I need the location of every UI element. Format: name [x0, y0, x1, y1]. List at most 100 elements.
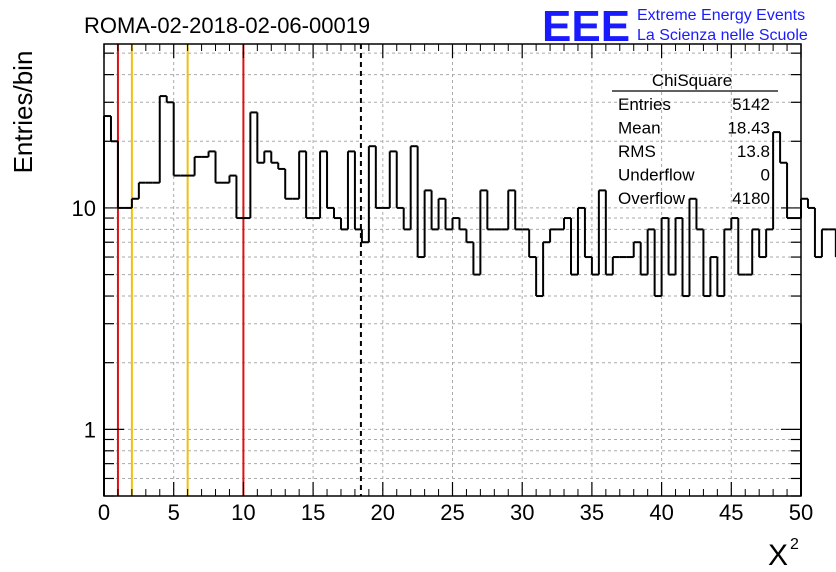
histogram-bin — [813, 207, 822, 259]
stats-row-label: RMS — [618, 142, 656, 161]
histogram-bin — [667, 218, 676, 276]
histogram-bin — [681, 218, 690, 298]
y-axis: 1 10 — [72, 52, 801, 497]
histogram-bin — [479, 189, 488, 275]
marker-lines — [116, 44, 362, 496]
histogram-bin — [576, 206, 585, 275]
histogram-bin — [653, 229, 662, 298]
logo-tagline-1: Extreme Energy Events — [637, 7, 805, 24]
histogram-bin — [772, 131, 781, 230]
stats-box: ChiSquare Entries 5142 Mean 18.43 RMS 13.8 Und… — [612, 71, 778, 208]
histogram-bin — [130, 197, 139, 208]
stats-row-label: Entries — [618, 95, 671, 114]
histogram-bin — [360, 229, 369, 244]
stats-rows: Entries 5142 Mean 18.43 RMS 13.8 Underflow 0 Ove… — [618, 95, 770, 208]
histogram-bin — [660, 217, 669, 297]
stats-row-value: 18.43 — [727, 119, 770, 138]
histogram-bin — [458, 218, 467, 231]
grid — [103, 44, 802, 497]
histogram-bin — [542, 241, 551, 297]
histogram-bin — [270, 151, 279, 164]
histogram-bin — [723, 228, 732, 297]
histogram-bin — [486, 190, 495, 231]
histogram-bin — [514, 190, 523, 231]
histogram-bin — [779, 132, 788, 164]
histogram-bin — [214, 151, 223, 184]
x-tick-label: 20 — [371, 500, 395, 525]
histogram-bin — [730, 217, 739, 230]
y-axis-label: Entries/bin — [8, 51, 38, 174]
histogram-bin — [611, 256, 620, 275]
histogram-bin — [632, 241, 641, 258]
histogram-bin — [597, 189, 606, 275]
stats-row-value: 0 — [761, 166, 770, 185]
x-axis-label: X 2 — [768, 536, 799, 572]
x-tick-label: 25 — [440, 500, 464, 525]
stats-row-value: 4180 — [732, 189, 770, 208]
run-title: ROMA-02-2018-02-06-00019 — [84, 13, 370, 38]
x-tick-label: 0 — [98, 500, 110, 525]
histogram-bin — [451, 217, 460, 230]
histogram-bin — [535, 257, 544, 298]
x-tick-label: 10 — [231, 500, 255, 525]
y-tick-label: 1 — [84, 417, 96, 442]
histogram-bin — [437, 197, 446, 230]
histogram-bin — [604, 190, 613, 276]
histogram-bin — [702, 229, 711, 298]
logo-mark: EEE — [542, 2, 630, 51]
x-axis: 0 5 10 15 20 25 30 35 40 45 50 — [98, 44, 813, 525]
eee-logo: EEE Extreme Energy Events La Scienza nel… — [542, 2, 808, 51]
stats-row-value: 13.8 — [737, 142, 770, 161]
histogram-bin — [507, 189, 516, 230]
histogram-bin — [277, 162, 286, 170]
histogram-bin — [709, 256, 718, 297]
histogram-bin — [423, 189, 432, 258]
histogram-bin — [646, 228, 655, 275]
histogram-bin — [590, 257, 599, 276]
histogram-bin — [800, 197, 808, 219]
histogram-bin — [639, 242, 648, 276]
histogram-bin — [416, 146, 425, 259]
histogram-bin — [388, 150, 397, 208]
x-axis-label-main: X — [768, 539, 788, 572]
logo-tagline-2: La Scienza nelle Scuole — [637, 27, 808, 44]
histogram-bin — [353, 151, 362, 231]
histogram-bin — [569, 218, 578, 276]
histogram-bin — [116, 141, 125, 209]
histogram-bin — [284, 168, 293, 200]
x-tick-label: 50 — [789, 500, 813, 525]
histogram-bin — [806, 198, 815, 209]
histogram-bin — [207, 150, 216, 157]
histogram-bin — [786, 162, 795, 220]
histogram-bin — [374, 146, 383, 209]
histogram-bin — [765, 228, 774, 258]
stats-row-value: 5142 — [732, 95, 770, 114]
histogram-bin — [820, 228, 829, 258]
histogram-bin — [158, 95, 167, 183]
x-tick-label: 40 — [649, 500, 673, 525]
histogram-bin — [333, 207, 341, 220]
histogram-bin — [758, 229, 767, 259]
histogram-bin — [583, 207, 592, 259]
histogram-bin — [193, 155, 202, 176]
histogram-bin — [472, 242, 481, 276]
histogram-bin — [695, 198, 704, 231]
histogram-bin — [228, 174, 237, 183]
stats-title: ChiSquare — [652, 71, 732, 90]
histogram-bin — [298, 150, 307, 199]
histogram-bin — [465, 229, 474, 244]
histogram-bin — [249, 111, 258, 219]
stats-row-label: Overflow — [618, 189, 686, 208]
histogram-bin — [737, 218, 746, 276]
histogram-bin — [165, 96, 174, 104]
x-tick-label: 5 — [168, 500, 180, 525]
stats-row-label: Mean — [618, 119, 661, 138]
x-tick-label: 45 — [719, 500, 743, 525]
y-tick-label: 10 — [72, 196, 96, 221]
histogram-bin — [235, 175, 244, 220]
histogram-bin — [444, 198, 453, 231]
histogram-bin — [319, 150, 328, 219]
x-tick-label: 15 — [301, 500, 325, 525]
histogram-bin — [688, 197, 697, 297]
